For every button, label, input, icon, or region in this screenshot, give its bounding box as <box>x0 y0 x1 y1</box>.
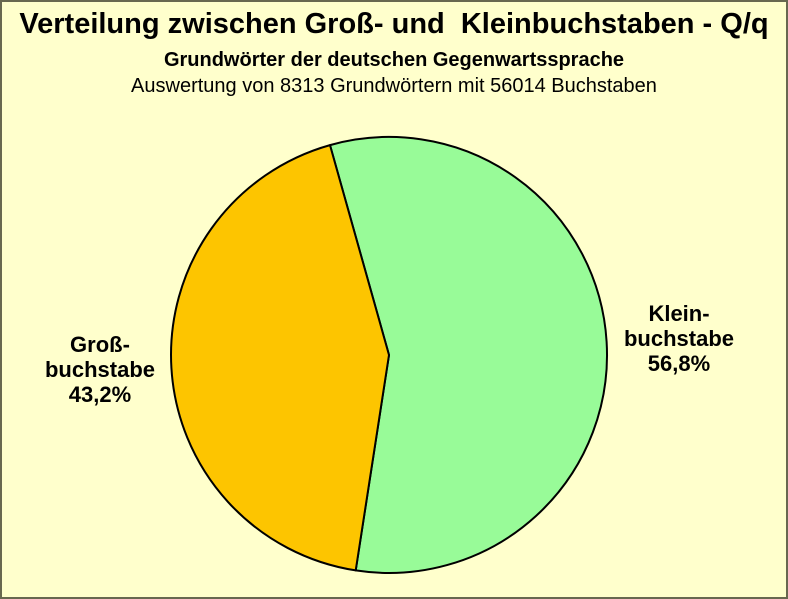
pie-slice-grossbuchstabe <box>170 144 390 572</box>
label-kleinbuchstabe-value: 56,8% <box>647 351 711 376</box>
label-kleinbuchstabe-line1: Klein- <box>648 301 710 326</box>
label-kleinbuchstabe-line2: buchstabe <box>623 326 735 351</box>
chart-subtitle-stats: Auswertung von 8313 Grundwörtern mit 560… <box>131 75 657 97</box>
chart-subtitle: Grundwörter der deutschen Gegenwartsspra… <box>163 49 625 71</box>
pie-slice-kleinbuchstabe <box>329 135 609 574</box>
label-grossbuchstabe-line1: Groß- <box>70 332 130 357</box>
label-grossbuchstabe: Groß- buchstabe 43,2% <box>10 332 190 407</box>
chart-title: Verteilung zwischen Groß- und Kleinbuchs… <box>19 8 769 40</box>
label-kleinbuchstabe: Klein- buchstabe 56,8% <box>589 301 769 376</box>
label-grossbuchstabe-line2: buchstabe <box>44 357 156 382</box>
label-grossbuchstabe-value: 43,2% <box>68 382 132 407</box>
